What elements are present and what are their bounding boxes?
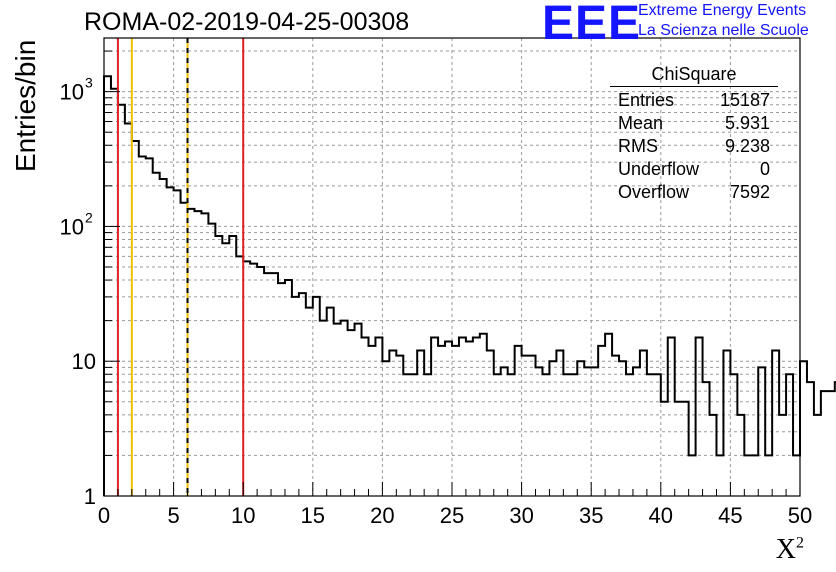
- stats-box: ChiSquare Entries 15187 Mean 5.931 RMS 9.23…: [610, 64, 778, 204]
- x-axis-label-sup: 2: [796, 534, 804, 552]
- x-tick-label: 25: [440, 503, 464, 528]
- histogram-series: [103, 75, 836, 496]
- y-tick-label: 10: [60, 214, 84, 239]
- stats-value: 5.931: [724, 113, 770, 133]
- x-tick-label: 35: [579, 503, 603, 528]
- x-tick-label: 10: [231, 503, 255, 528]
- stats-label: Overflow: [618, 182, 690, 202]
- y-tick-label: 10: [60, 80, 84, 105]
- x-tick-label: 20: [370, 503, 394, 528]
- x-tick-label: 15: [301, 503, 325, 528]
- eee-logo: EEE: [542, 0, 642, 50]
- y-tick-label: 1: [84, 484, 96, 509]
- stats-row: Overflow 7592: [610, 181, 778, 204]
- x-axis-label: X2: [776, 534, 804, 566]
- x-tick-label: 30: [509, 503, 533, 528]
- logo-line-2: La Scienza nelle Scuole: [638, 22, 809, 39]
- stats-row: Entries 15187: [610, 89, 778, 112]
- x-tick-label: 50: [788, 503, 812, 528]
- x-tick-label: 40: [649, 503, 673, 528]
- x-tick-label: 45: [718, 503, 742, 528]
- y-axis-label: Entries/bin: [10, 39, 41, 172]
- stats-row: Underflow 0: [610, 158, 778, 181]
- stats-label: RMS: [618, 136, 658, 156]
- chart-title: ROMA-02-2019-04-25-00308: [84, 8, 410, 36]
- logo-line-1: Extreme Energy Events: [638, 2, 807, 19]
- x-tick-label: 5: [167, 503, 179, 528]
- stats-label: Underflow: [618, 159, 700, 179]
- stats-label: Mean: [618, 113, 664, 133]
- stats-value: 0: [759, 159, 770, 179]
- x-axis-label-text: X: [775, 534, 796, 565]
- y-tick-exponent: 3: [85, 75, 93, 91]
- stats-value: 9.238: [724, 136, 770, 156]
- stats-value: 15187: [719, 90, 770, 110]
- x-tick-label: 0: [98, 503, 110, 528]
- stats-label: Entries: [618, 90, 675, 110]
- y-tick-exponent: 2: [85, 209, 93, 225]
- y-tick-label: 10: [72, 349, 96, 374]
- stats-value: 7592: [729, 182, 770, 202]
- stats-row: RMS 9.238: [610, 135, 778, 158]
- stats-name: ChiSquare: [610, 64, 778, 87]
- stats-row: Mean 5.931: [610, 112, 778, 135]
